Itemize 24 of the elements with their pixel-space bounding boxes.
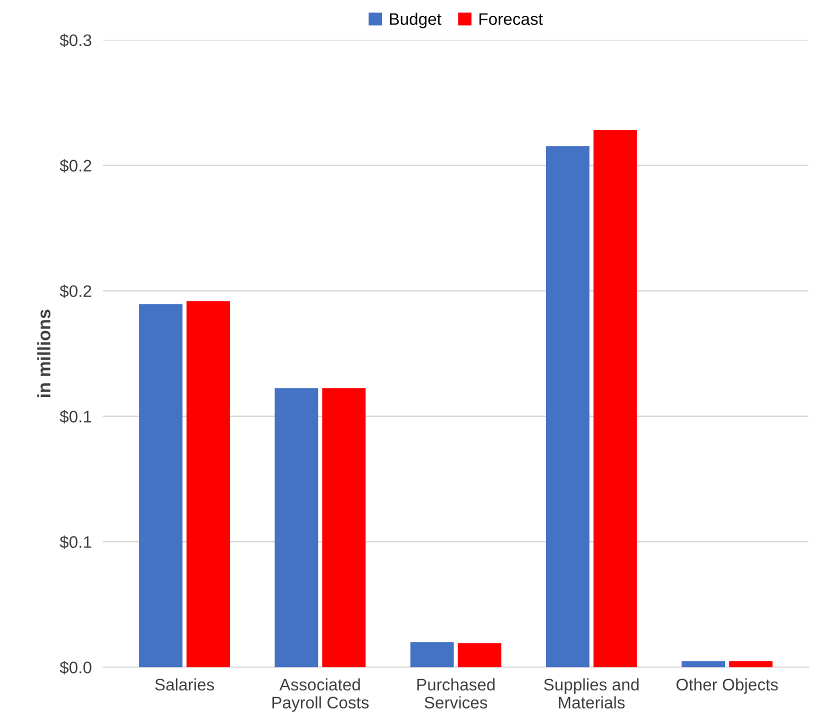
x-tick-label: Purchased Services (417, 678, 495, 708)
x-tick-label: Other Objects (676, 678, 778, 694)
bar (546, 146, 590, 668)
y-axis-title: in millions (37, 310, 50, 397)
legend-label: Forecast (480, 13, 543, 25)
bar (682, 661, 726, 668)
bar (410, 642, 454, 668)
y-tick-label: $0.3 (60, 34, 92, 48)
bar (458, 643, 502, 668)
y-tick-label: $0.0 (60, 660, 92, 674)
bar (186, 301, 230, 668)
y-tick-label: $0.1 (60, 535, 92, 549)
bar (322, 388, 366, 668)
y-tick-label: $0.2 (60, 159, 92, 173)
x-tick-label: Salaries (155, 678, 214, 691)
x-tick-label: Supplies and Materials (544, 678, 639, 708)
bar (274, 388, 318, 668)
bar (139, 304, 182, 668)
y-tick-label: $0.2 (60, 284, 92, 298)
x-tick-label: Associated Payroll Costs (272, 678, 369, 712)
bar (593, 130, 637, 668)
bar (729, 661, 773, 668)
legend-label: Budget (390, 12, 442, 28)
y-tick-label: $0.1 (60, 410, 92, 424)
